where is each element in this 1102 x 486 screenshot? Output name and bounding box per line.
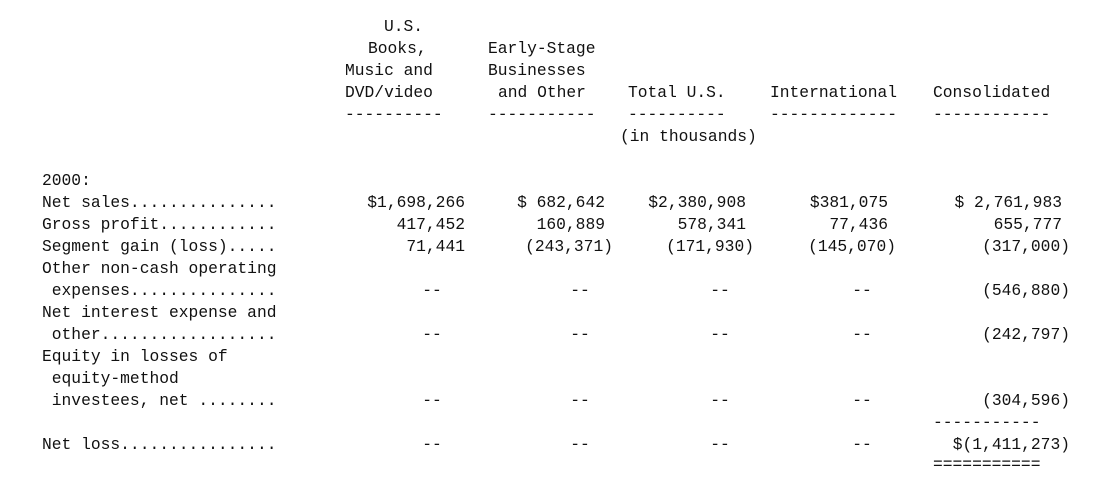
net-sales-consolidated-value: $ 2,761,983: [954, 193, 1062, 212]
col-us-books-header-line-1: U.S.: [384, 17, 424, 36]
net-sales-us-books-value: $1,698,266: [367, 193, 465, 212]
segment-gain-total-us-value: (171,930): [666, 237, 754, 256]
col-early-stage-rule: -----------: [488, 105, 596, 124]
segment-gain-international-value: (145,070): [808, 237, 896, 256]
row-label-net-loss: Net loss................: [42, 435, 277, 454]
col-consolidated-header: Consolidated: [933, 83, 1051, 102]
equity-losses-consolidated-value: (304,596): [982, 391, 1070, 410]
row-label-equity-losses-line-1: Equity in losses of: [42, 347, 228, 366]
gross-profit-total-us-value: 578,341: [677, 215, 746, 234]
col-us-books-rule: ----------: [345, 105, 443, 124]
equity-losses-us-books-value: --: [422, 391, 442, 410]
net-interest-international-value: --: [852, 325, 872, 344]
units-label: (in thousands): [620, 127, 757, 146]
row-label-net-sales: Net sales...............: [42, 193, 277, 212]
other-non-cash-international-value: --: [852, 281, 872, 300]
net-sales-total-us-value: $2,380,908: [648, 193, 746, 212]
net-loss-international-value: --: [852, 435, 872, 454]
col-consolidated-rule: ------------: [933, 105, 1051, 124]
equity-losses-international-value: --: [852, 391, 872, 410]
net-loss-consolidated-value: $(1,411,273): [952, 435, 1070, 454]
row-label-equity-losses-line-3: investees, net ........: [42, 391, 277, 410]
row-label-net-interest-line-1: Net interest expense and: [42, 303, 277, 322]
row-label-net-interest-line-2: other..................: [42, 325, 277, 344]
segment-gain-consolidated-value: (317,000): [982, 237, 1070, 256]
other-non-cash-us-books-value: --: [422, 281, 442, 300]
col-international-rule: -------------: [770, 105, 898, 124]
total-single-rule: -----------: [933, 413, 1041, 432]
col-early-stage-header-line-2: Businesses: [488, 61, 586, 80]
col-us-books-header-line-4: DVD/video: [345, 83, 433, 102]
col-international-header: International: [770, 83, 898, 102]
row-label-equity-losses-line-2: equity-method: [42, 369, 179, 388]
gross-profit-early-stage-value: 160,889: [536, 215, 605, 234]
col-us-books-header-line-2: Books,: [368, 39, 427, 58]
net-sales-early-stage-value: $ 682,642: [517, 193, 605, 212]
net-loss-total-us-value: --: [710, 435, 730, 454]
net-sales-international-value: $381,075: [809, 193, 888, 212]
total-double-rule: ===========: [933, 455, 1041, 474]
row-label-segment-gain-loss: Segment gain (loss).....: [42, 237, 277, 256]
col-early-stage-header-line-1: Early-Stage: [488, 39, 596, 58]
equity-losses-total-us-value: --: [710, 391, 730, 410]
net-interest-early-stage-value: --: [570, 325, 590, 344]
col-total-us-header: Total U.S.: [628, 83, 726, 102]
other-non-cash-consolidated-value: (546,880): [982, 281, 1070, 300]
segment-gain-early-stage-value: (243,371): [525, 237, 613, 256]
gross-profit-consolidated-value: 655,777: [993, 215, 1062, 234]
year-label: 2000:: [42, 171, 91, 190]
equity-losses-early-stage-value: --: [570, 391, 590, 410]
segment-gain-us-books-value: 71,441: [406, 237, 465, 256]
gross-profit-international-value: 77,436: [829, 215, 888, 234]
net-interest-total-us-value: --: [710, 325, 730, 344]
net-loss-us-books-value: --: [422, 435, 442, 454]
net-interest-us-books-value: --: [422, 325, 442, 344]
other-non-cash-total-us-value: --: [710, 281, 730, 300]
net-loss-early-stage-value: --: [570, 435, 590, 454]
gross-profit-us-books-value: 417,452: [396, 215, 465, 234]
row-label-gross-profit: Gross profit............: [42, 215, 277, 234]
col-total-us-rule: ----------: [628, 105, 726, 124]
col-us-books-header-line-3: Music and: [345, 61, 433, 80]
col-early-stage-header-line-3: and Other: [498, 83, 586, 102]
net-interest-consolidated-value: (242,797): [982, 325, 1070, 344]
row-label-other-non-cash-line-1: Other non-cash operating: [42, 259, 277, 278]
other-non-cash-early-stage-value: --: [570, 281, 590, 300]
row-label-other-non-cash-line-2: expenses...............: [42, 281, 277, 300]
